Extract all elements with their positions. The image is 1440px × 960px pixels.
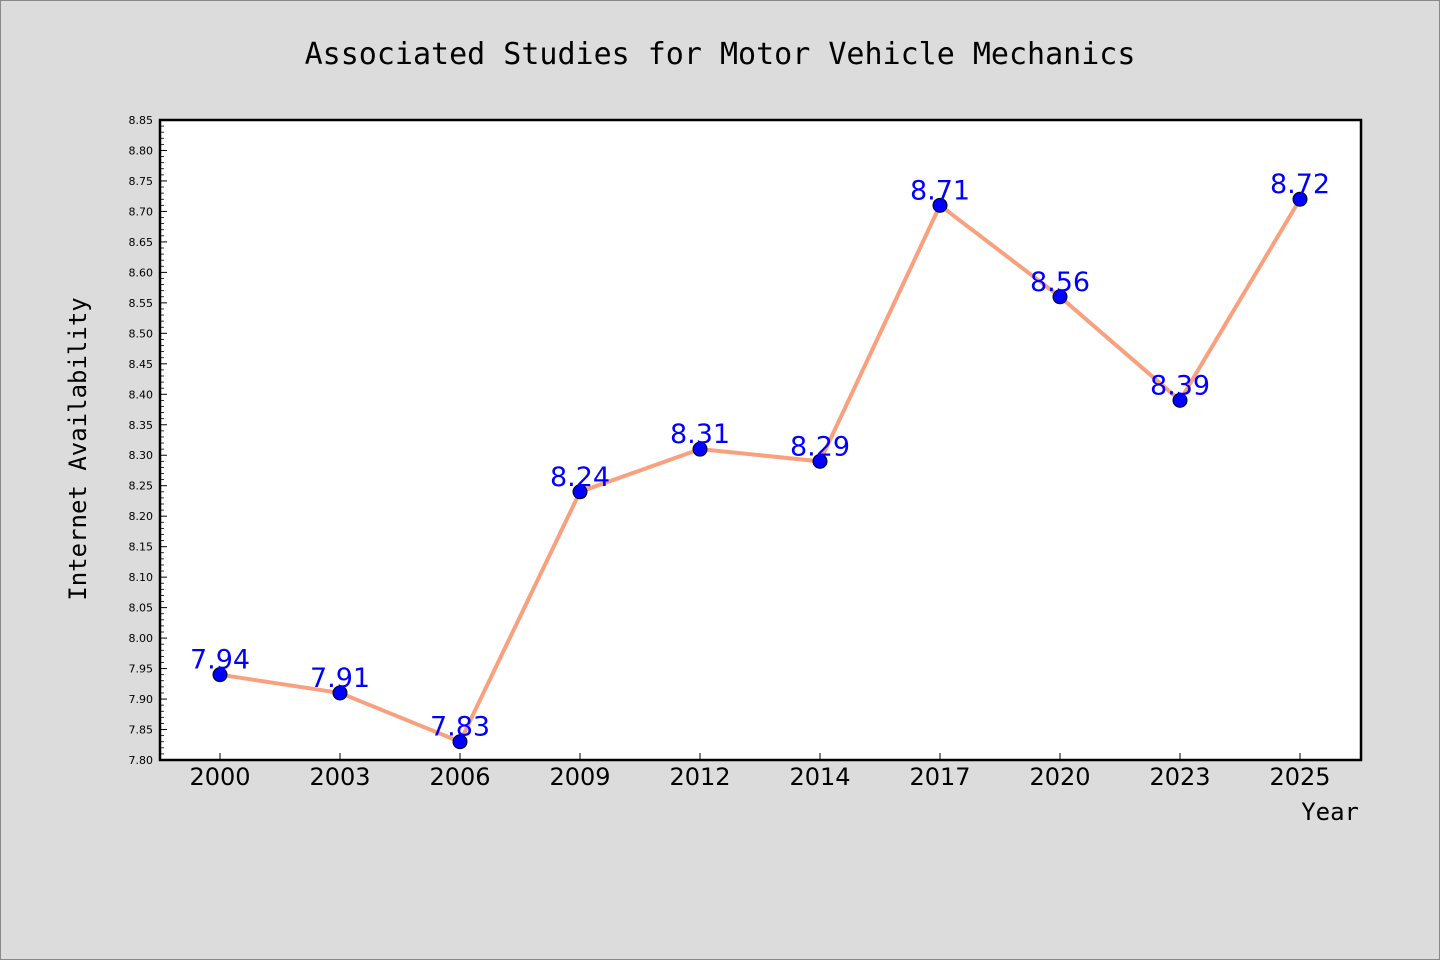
x-tick-label: 2012 [669,763,730,791]
x-axis-label: Year [1301,798,1359,826]
data-point [812,453,828,469]
data-label: 7.91 [310,663,370,694]
y-tick-label: 8.20 [129,510,154,523]
x-tick-label: 2003 [309,763,370,791]
data-point [332,685,348,701]
data-label: 8.56 [1030,267,1090,298]
y-tick-label: 8.60 [129,266,154,279]
data-point [212,667,228,683]
x-axis: 2000 2003 2006 2009 2012 2014 2017 2020 2023 2025 [189,753,1331,791]
data-labels: 7.94 7.91 7.83 8.24 8.31 8.29 8.71 8.56 8.39 8.72 [190,169,1330,742]
y-tick-label: 8.70 [129,205,154,218]
data-point [932,197,948,213]
y-tick-label: 8.10 [129,571,154,584]
data-point [1172,392,1188,408]
data-point [692,441,708,457]
y-tick-label: 7.95 [129,663,154,676]
data-point [452,734,468,750]
x-tick-label: 2000 [189,763,250,791]
y-tick-label: 7.90 [129,693,154,706]
data-point [1052,289,1068,305]
data-label: 8.29 [790,431,850,462]
x-tick-label: 2017 [909,763,970,791]
y-axis: 7.80 7.85 7.90 7.95 8.00 8.05 8.10 8.15 8.20 8.25… [129,114,167,767]
series-line [218,197,1302,744]
data-markers [212,191,1308,750]
x-tick-label: 2014 [789,763,850,791]
y-tick-label: 8.25 [129,480,154,493]
data-label: 7.83 [430,712,490,743]
chart-title: Associated Studies for Motor Vehicle Mec… [305,37,1136,72]
y-tick-label: 8.00 [129,632,154,645]
data-label: 8.71 [910,175,970,206]
data-label: 8.39 [1150,370,1210,401]
data-label: 8.72 [1270,169,1330,200]
y-tick-label: 8.65 [129,236,154,249]
data-label: 7.94 [190,645,250,676]
y-tick-label: 7.85 [129,724,154,737]
y-tick-label: 8.85 [129,114,154,127]
y-tick-label: 8.40 [129,388,154,401]
y-tick-label: 8.05 [129,602,154,615]
y-axis-label: Internet Availability [64,297,92,600]
x-tick-label: 2023 [1149,763,1210,791]
y-tick-label: 8.15 [129,541,154,554]
y-tick-label: 8.35 [129,419,154,432]
x-tick-label: 2025 [1269,763,1330,791]
y-tick-label: 7.80 [129,754,154,767]
y-tick-label: 8.30 [129,449,154,462]
y-tick-label: 8.55 [129,297,154,310]
y-tick-label: 8.50 [129,327,154,340]
series-line-group [218,197,1302,744]
data-label: 8.24 [550,462,610,493]
y-tick-label: 8.75 [129,175,154,188]
x-tick-label: 2009 [549,763,610,791]
data-point [1292,191,1308,207]
data-label: 8.31 [670,419,730,450]
plot-area [158,118,1363,762]
y-tick-label: 8.80 [129,144,154,157]
x-tick-label: 2020 [1029,763,1090,791]
data-point [572,484,588,500]
x-tick-label: 2006 [429,763,490,791]
y-tick-label: 8.45 [129,358,154,371]
